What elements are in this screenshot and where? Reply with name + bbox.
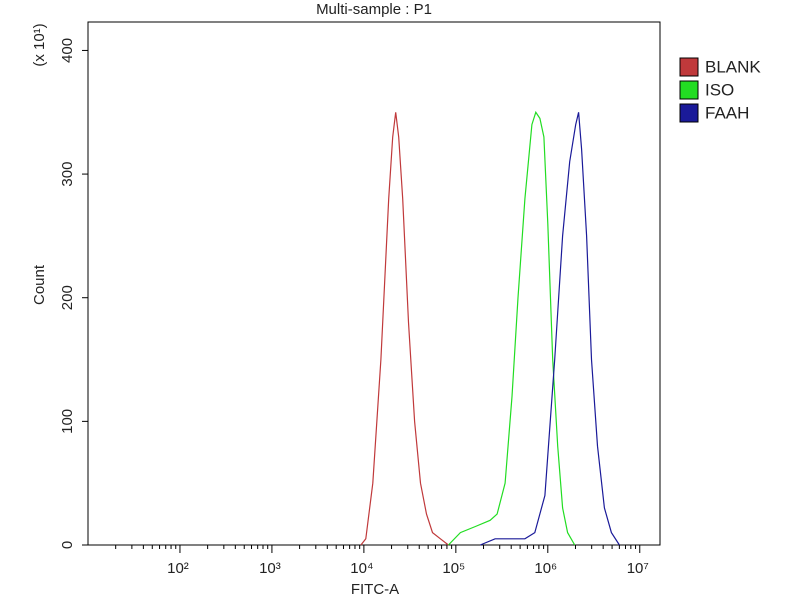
histogram-line — [479, 112, 620, 546]
plot-frame — [87, 21, 661, 546]
y-tick-label: 100 — [59, 409, 76, 434]
x-tick-label: 10² — [167, 560, 189, 577]
y-scale-note: (x 10¹) — [31, 23, 48, 66]
legend-label: BLANK — [705, 57, 761, 76]
histogram-line — [360, 112, 449, 546]
y-tick-label: 0 — [59, 541, 76, 549]
x-tick-label: 10⁴ — [350, 560, 373, 577]
legend-label: ISO — [705, 80, 734, 99]
legend-swatch — [679, 103, 699, 123]
x-tick-label: 10⁵ — [442, 560, 465, 577]
x-tick-label: 10³ — [259, 560, 281, 577]
legend-swatch — [679, 80, 699, 100]
legend-label: FAAH — [705, 103, 749, 122]
legend-swatch — [679, 57, 699, 77]
histogram-line — [447, 110, 576, 546]
chart-title: Multi-sample : P1 — [316, 1, 432, 18]
x-tick-label: 10⁷ — [627, 560, 649, 577]
x-axis-label: FITC-A — [351, 581, 399, 598]
y-tick-label: 400 — [59, 38, 76, 63]
x-tick-label: 10⁶ — [534, 560, 557, 577]
y-tick-label: 300 — [59, 162, 76, 187]
y-axis-label: Count — [31, 264, 48, 305]
y-tick-label: 200 — [59, 285, 76, 310]
